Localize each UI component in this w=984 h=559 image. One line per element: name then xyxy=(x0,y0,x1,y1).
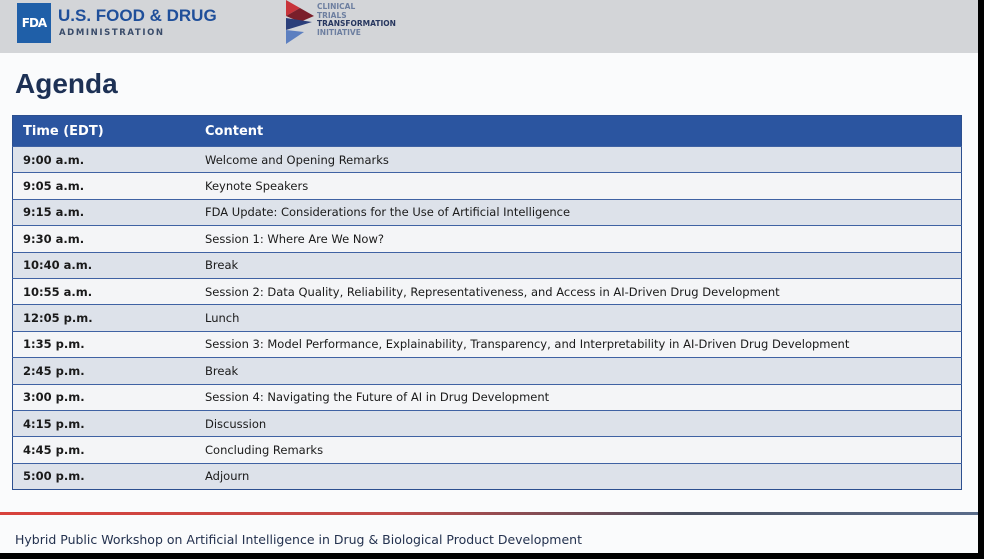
time-cell: 9:30 a.m. xyxy=(12,225,205,253)
column-header-time: Time (EDT) xyxy=(12,115,205,147)
time-cell: 12:05 p.m. xyxy=(12,304,205,332)
table-row: 4:15 p.m. Discussion xyxy=(12,409,962,437)
time-cell: 4:15 p.m. xyxy=(12,409,205,437)
table-row: 2:45 p.m. Break xyxy=(12,357,962,385)
table-row: 9:05 a.m. Keynote Speakers xyxy=(12,172,962,200)
content-cell: Welcome and Opening Remarks xyxy=(205,145,962,173)
table-row: 9:15 a.m. FDA Update: Considerations for … xyxy=(12,198,962,226)
content-cell: Adjourn xyxy=(205,462,962,490)
time-cell: 10:40 a.m. xyxy=(12,251,205,279)
time-cell: 1:35 p.m. xyxy=(12,330,205,358)
agenda-table: Time (EDT) Content 9:00 a.m. Welcome and … xyxy=(12,115,962,491)
time-cell: 5:00 p.m. xyxy=(12,462,205,490)
footer-text: Hybrid Public Workshop on Artificial Int… xyxy=(15,532,582,547)
time-cell: 4:45 p.m. xyxy=(12,436,205,464)
content-cell: Session 2: Data Quality, Reliability, Re… xyxy=(205,277,962,305)
column-header-content: Content xyxy=(205,115,962,147)
content-cell: Keynote Speakers xyxy=(205,172,962,200)
table-row: 3:00 p.m. Session 4: Navigating the Futur… xyxy=(12,383,962,411)
content-cell: Concluding Remarks xyxy=(205,436,962,464)
content-cell: FDA Update: Considerations for the Use o… xyxy=(205,198,962,226)
footer-divider xyxy=(0,512,978,515)
table-row: 9:00 a.m. Welcome and Opening Remarks xyxy=(12,145,962,173)
ctti-logo-icon xyxy=(286,0,314,44)
table-row: 1:35 p.m. Session 3: Model Performance, E… xyxy=(12,330,962,358)
time-cell: 2:45 p.m. xyxy=(12,357,205,385)
time-cell: 3:00 p.m. xyxy=(12,383,205,411)
table-row: 9:30 a.m. Session 1: Where Are We Now? xyxy=(12,225,962,253)
content-cell: Lunch xyxy=(205,304,962,332)
content-cell: Session 3: Model Performance, Explainabi… xyxy=(205,330,962,358)
time-cell: 10:55 a.m. xyxy=(12,277,205,305)
fda-name: U.S. FOOD & DRUG xyxy=(58,6,217,25)
fda-logo: FDA xyxy=(17,3,51,43)
time-cell: 9:00 a.m. xyxy=(12,145,205,173)
table-row: 4:45 p.m. Concluding Remarks xyxy=(12,436,962,464)
content-cell: Session 4: Navigating the Future of AI i… xyxy=(205,383,962,411)
content-cell: Session 1: Where Are We Now? xyxy=(205,225,962,253)
content-cell: Discussion xyxy=(205,409,962,437)
logo-bar: FDA U.S. FOOD & DRUG ADMINISTRATION CLIN… xyxy=(0,0,978,53)
page-title: Agenda xyxy=(15,68,118,99)
fda-subtitle: ADMINISTRATION xyxy=(59,28,165,38)
table-row: 10:55 a.m. Session 2: Data Quality, Relia… xyxy=(12,277,962,305)
table-row: 10:40 a.m. Break xyxy=(12,251,962,279)
ctti-text: CLINICAL TRIALS TRANSFORMATION INITIATIV… xyxy=(317,2,396,37)
content-cell: Break xyxy=(205,251,962,279)
content-cell: Break xyxy=(205,357,962,385)
table-row: 12:05 p.m. Lunch xyxy=(12,304,962,332)
table-row: 5:00 p.m. Adjourn xyxy=(12,462,962,490)
time-cell: 9:05 a.m. xyxy=(12,172,205,200)
time-cell: 9:15 a.m. xyxy=(12,198,205,226)
